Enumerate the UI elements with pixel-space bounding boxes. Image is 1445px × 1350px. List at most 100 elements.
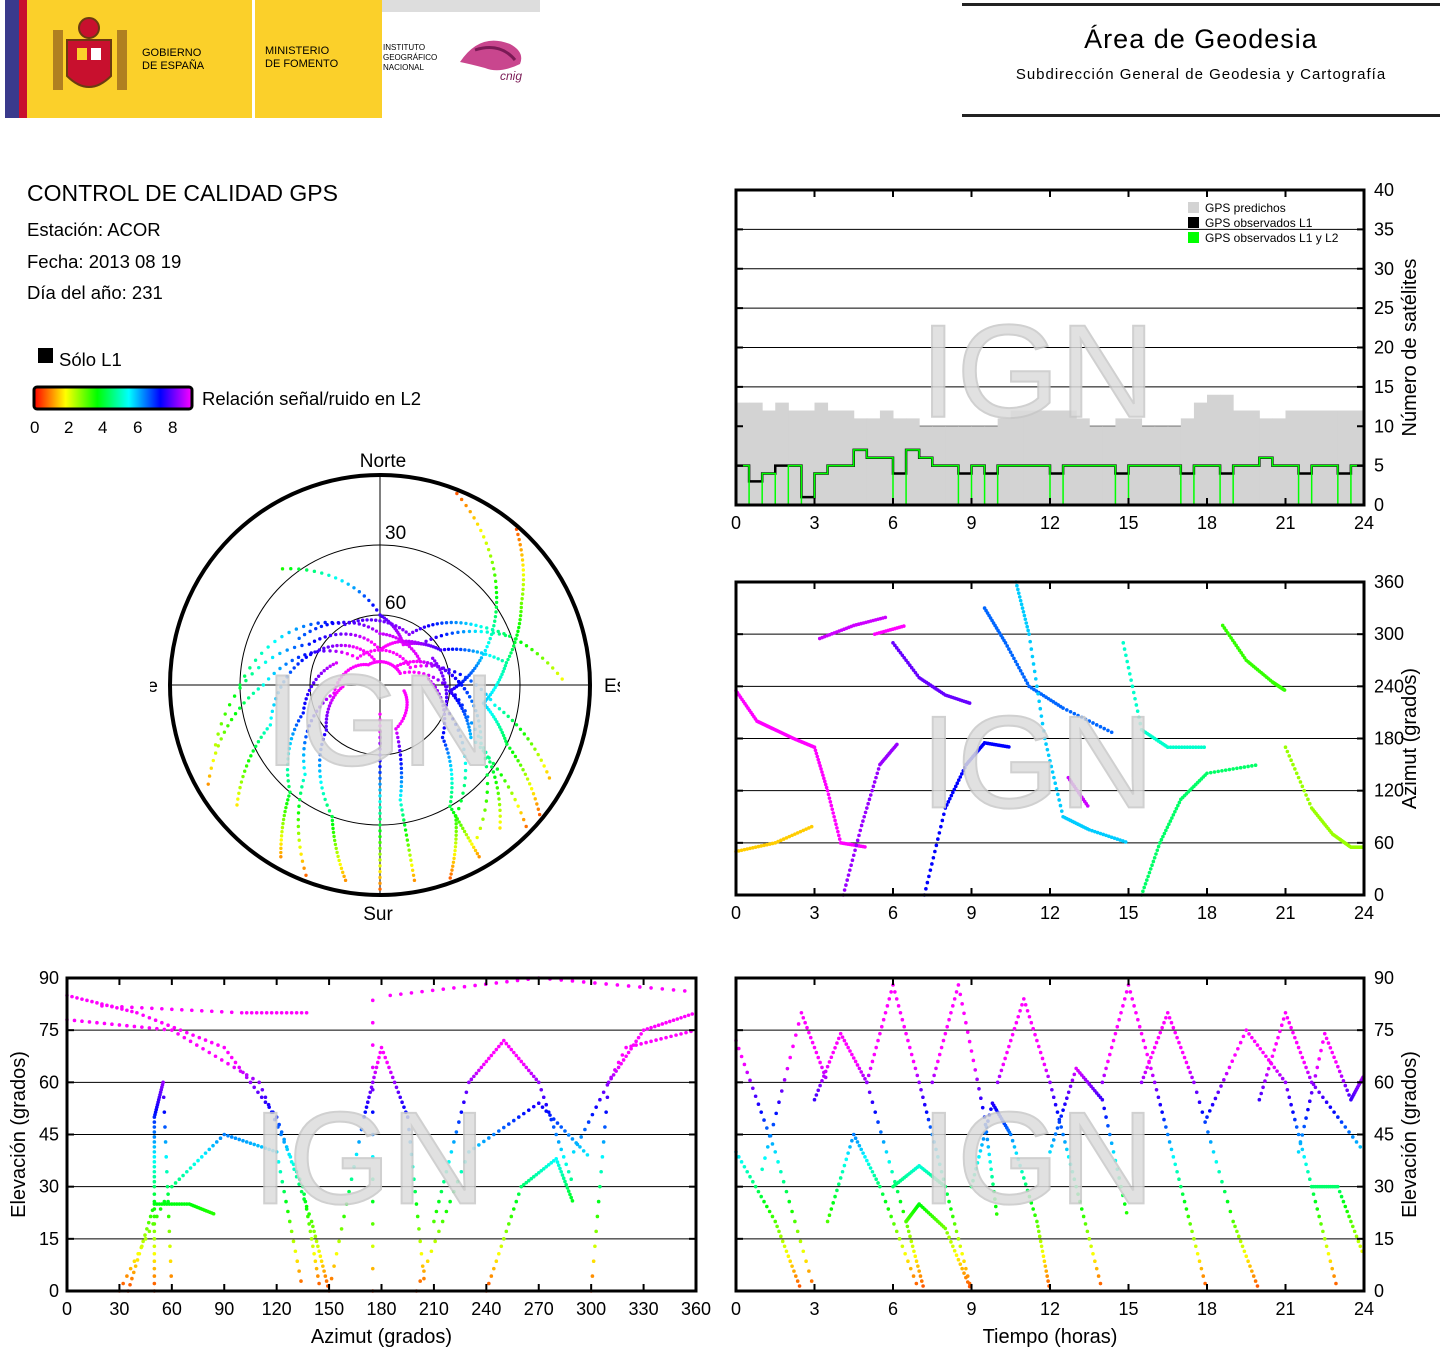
- track-point: [604, 982, 608, 986]
- track-point: [285, 648, 289, 652]
- track-point: [548, 1113, 552, 1117]
- track-point: [1300, 784, 1305, 789]
- track-point: [1306, 797, 1310, 802]
- track-point: [494, 1259, 499, 1263]
- track-point: [279, 855, 283, 859]
- track-point: [347, 621, 352, 625]
- track-point: [559, 1147, 564, 1152]
- track-point: [798, 829, 803, 834]
- track-point: [952, 1248, 957, 1253]
- track-point: [418, 1279, 422, 1283]
- snr-tick: 4: [98, 418, 107, 437]
- track-point: [518, 613, 523, 618]
- track-point: [152, 1120, 157, 1124]
- track-point: [782, 1244, 787, 1249]
- track-point: [753, 1184, 758, 1189]
- track-point: [366, 625, 371, 629]
- satellite-track: [891, 641, 972, 705]
- track-point: [471, 668, 475, 673]
- track-point: [524, 1065, 529, 1070]
- track-point: [191, 1033, 195, 1037]
- track-point: [372, 1075, 376, 1080]
- track-point: [517, 621, 522, 626]
- track-point: [1068, 709, 1073, 714]
- track-point: [974, 1166, 978, 1171]
- track-point: [1061, 706, 1065, 710]
- track-point: [533, 797, 537, 801]
- track-point: [1302, 1060, 1306, 1065]
- track-point: [1042, 1259, 1047, 1263]
- track-point: [467, 673, 471, 677]
- track-point: [464, 832, 469, 837]
- track-point: [1057, 1117, 1062, 1122]
- track-point: [1040, 1056, 1045, 1061]
- track-point: [429, 1249, 434, 1254]
- track-point: [219, 1009, 224, 1014]
- track-point: [527, 782, 532, 786]
- track-point: [483, 808, 487, 812]
- track-point: [1185, 745, 1190, 749]
- track-point: [388, 993, 393, 998]
- track-point: [452, 986, 456, 990]
- track-point: [947, 1235, 951, 1240]
- x-tick-label: 9: [966, 903, 976, 923]
- satellite-track: [1139, 763, 1258, 897]
- x-tick-label: 0: [62, 1299, 72, 1319]
- snr-tick: 0: [30, 418, 39, 437]
- track-point: [266, 645, 270, 649]
- track-point: [1302, 788, 1306, 793]
- track-point: [155, 1026, 159, 1031]
- track-point: [759, 844, 764, 848]
- track-point: [362, 1115, 366, 1119]
- predicted-bar: [1350, 410, 1365, 505]
- track-point: [287, 630, 291, 635]
- track-point: [768, 1133, 773, 1138]
- track-point: [430, 988, 435, 993]
- predicted-bar: [906, 418, 920, 505]
- track-point: [370, 1080, 375, 1085]
- track-point: [859, 1147, 864, 1152]
- track-point: [781, 837, 786, 841]
- track-point: [524, 644, 529, 648]
- track-point: [496, 657, 500, 661]
- track-point: [1177, 1177, 1181, 1182]
- track-point: [583, 1127, 587, 1132]
- track-point: [1115, 837, 1120, 841]
- track-point: [325, 713, 329, 718]
- track-point: [1349, 1219, 1353, 1224]
- track-point: [394, 727, 398, 731]
- track-point: [521, 1062, 526, 1067]
- track-point: [1096, 1274, 1101, 1278]
- track-point: [605, 1095, 610, 1100]
- track-point: [461, 791, 465, 795]
- satellite-track: [378, 712, 382, 897]
- track-point: [821, 773, 825, 777]
- track-point: [437, 1229, 441, 1234]
- track-point: [449, 799, 453, 804]
- track-point: [742, 847, 747, 852]
- track-point: [561, 1155, 566, 1159]
- track-point: [474, 708, 478, 713]
- track-point: [467, 648, 471, 653]
- track-point: [1283, 1080, 1288, 1085]
- track-point: [555, 671, 560, 676]
- track-point: [1289, 758, 1293, 763]
- track-point: [1036, 1044, 1041, 1049]
- track-point: [1013, 659, 1018, 664]
- track-point: [378, 747, 382, 751]
- track-point: [497, 632, 502, 636]
- track-point: [762, 1199, 766, 1204]
- track-point: [128, 1282, 132, 1287]
- track-point: [916, 1264, 920, 1268]
- track-point: [370, 1087, 375, 1092]
- track-point: [1162, 1020, 1166, 1025]
- track-point: [1168, 819, 1173, 823]
- track-point: [1313, 1085, 1318, 1090]
- track-point: [1137, 1024, 1142, 1029]
- track-point: [1158, 1030, 1163, 1035]
- track-point: [1048, 759, 1052, 763]
- track-point: [219, 1058, 224, 1062]
- track-point: [1044, 742, 1048, 746]
- track-point: [405, 660, 409, 665]
- track-point: [450, 631, 455, 635]
